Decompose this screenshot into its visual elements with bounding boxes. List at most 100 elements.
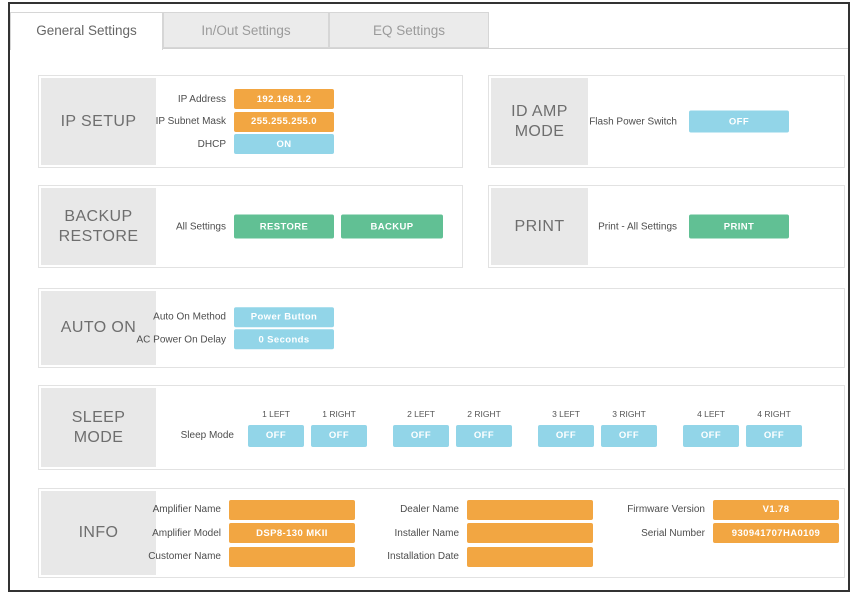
serial-number-field[interactable]: 930941707HA0109 — [713, 523, 839, 543]
channel-3-right-label: 3 RIGHT — [612, 408, 646, 419]
tabbar-divider — [10, 48, 848, 49]
print-all-settings-row: Print - All Settings PRINT — [489, 214, 844, 239]
channel-1-right-label: 1 RIGHT — [322, 408, 356, 419]
ip-subnet-mask-label: IP Subnet Mask — [155, 116, 226, 127]
print-section: PRINT Print - All Settings PRINT — [488, 185, 845, 268]
ip-subnet-mask-row: IP Subnet Mask 255.255.255.0 — [39, 111, 462, 132]
sleep-channel-2-right: 2 RIGHT OFF — [456, 409, 512, 447]
channel-4-right-label: 4 RIGHT — [757, 408, 791, 419]
sleep-pair-1: 1 LEFT OFF 1 RIGHT OFF — [248, 409, 367, 447]
flash-power-switch-toggle[interactable]: OFF — [689, 110, 789, 133]
channel-4-left-label: 4 LEFT — [697, 408, 725, 419]
sleep-mode-label: Sleep Mode — [180, 429, 234, 441]
auto-on-method-select[interactable]: Power Button — [234, 306, 334, 327]
amplifier-name-label: Amplifier Name — [152, 504, 221, 515]
id-amp-mode-fields: Flash Power Switch OFF — [489, 108, 844, 135]
installation-date-field[interactable] — [467, 546, 593, 567]
sleep-channel-3-right: 3 RIGHT OFF — [601, 409, 657, 447]
sleep-pair-4: 4 LEFT OFF 4 RIGHT OFF — [683, 409, 802, 447]
ac-power-on-delay-row: AC Power On Delay 0 Seconds — [39, 329, 844, 350]
channel-2-left-toggle[interactable]: OFF — [393, 424, 449, 447]
installer-name-label: Installer Name — [394, 527, 459, 539]
channel-2-right-toggle[interactable]: OFF — [456, 424, 512, 447]
id-amp-mode-title: ID AMP MODE — [491, 78, 588, 165]
ip-address-label: IP Address — [177, 93, 226, 105]
sleep-mode-grid: Sleep Mode 1 LEFT OFF 1 RIGHT OFF 2 LEFT… — [39, 409, 802, 447]
ip-address-field[interactable]: 192.168.1.2 — [234, 89, 334, 109]
backup-restore-title: BACKUP RESTORE — [41, 188, 156, 265]
tab-bar: General Settings In/Out Settings EQ Sett… — [10, 12, 848, 50]
channel-2-right-label: 2 RIGHT — [467, 408, 501, 419]
ip-subnet-mask-field[interactable]: 255.255.255.0 — [234, 111, 334, 132]
all-settings-row: All Settings RESTORE BACKUP — [39, 214, 462, 239]
installation-date-label: Installation Date — [387, 551, 459, 562]
installer-name-field[interactable] — [467, 523, 593, 543]
ip-setup-title: IP SETUP — [41, 78, 156, 165]
customer-name-field[interactable] — [229, 546, 355, 567]
channel-3-left-toggle[interactable]: OFF — [538, 424, 594, 447]
dhcp-row: DHCP ON — [39, 134, 462, 154]
amplifier-model-field[interactable]: DSP8-130 MKII — [229, 523, 355, 543]
info-title: INFO — [41, 491, 156, 575]
info-line-3: Customer Name Installation Date — [39, 546, 844, 567]
firmware-version-field[interactable]: V1.78 — [713, 499, 839, 520]
print-all-settings-label: Print - All Settings — [598, 221, 677, 232]
tab-general-settings[interactable]: General Settings — [10, 12, 163, 50]
ip-setup-fields: IP Address 192.168.1.2 IP Subnet Mask 25… — [39, 87, 462, 157]
serial-number-label: Serial Number — [641, 527, 705, 539]
info-fields: Amplifier Name Dealer Name Firmware Vers… — [39, 496, 844, 570]
flash-power-switch-row: Flash Power Switch OFF — [489, 110, 844, 133]
auto-on-section: AUTO ON Auto On Method Power Button AC P… — [38, 288, 845, 368]
firmware-version-label: Firmware Version — [627, 504, 705, 515]
sleep-mode-title: SLEEP MODE — [41, 388, 156, 467]
sleep-channel-1-right: 1 RIGHT OFF — [311, 409, 367, 447]
sleep-channel-1-left: 1 LEFT OFF — [248, 409, 304, 447]
print-fields: Print - All Settings PRINT — [489, 212, 844, 241]
channel-3-left-label: 3 LEFT — [552, 408, 580, 419]
sleep-mode-section: SLEEP MODE Sleep Mode 1 LEFT OFF 1 RIGHT… — [38, 385, 845, 470]
customer-name-label: Customer Name — [148, 551, 221, 562]
backup-button[interactable]: BACKUP — [341, 214, 443, 239]
channel-2-left-label: 2 LEFT — [407, 408, 435, 419]
channel-1-right-toggle[interactable]: OFF — [311, 424, 367, 447]
dealer-name-field[interactable] — [467, 499, 593, 520]
restore-button[interactable]: RESTORE — [234, 214, 334, 239]
info-line-1: Amplifier Name Dealer Name Firmware Vers… — [39, 499, 844, 520]
channel-1-left-toggle[interactable]: OFF — [248, 424, 304, 447]
sleep-channel-3-left: 3 LEFT OFF — [538, 409, 594, 447]
ac-power-on-delay-label: AC Power On Delay — [136, 333, 226, 345]
channel-4-left-toggle[interactable]: OFF — [683, 424, 739, 447]
dealer-name-label: Dealer Name — [400, 504, 459, 515]
auto-on-method-label: Auto On Method — [153, 311, 226, 323]
sleep-pair-2: 2 LEFT OFF 2 RIGHT OFF — [393, 409, 512, 447]
settings-window: General Settings In/Out Settings EQ Sett… — [8, 2, 850, 592]
channel-4-right-toggle[interactable]: OFF — [746, 424, 802, 447]
id-amp-mode-section: ID AMP MODE Flash Power Switch OFF — [488, 75, 845, 168]
all-settings-label: All Settings — [175, 221, 226, 232]
auto-on-fields: Auto On Method Power Button AC Power On … — [39, 304, 844, 352]
backup-restore-fields: All Settings RESTORE BACKUP — [39, 212, 462, 241]
ip-setup-section: IP SETUP IP Address 192.168.1.2 IP Subne… — [38, 75, 463, 168]
auto-on-method-row: Auto On Method Power Button — [39, 306, 844, 327]
info-line-2: Amplifier Model DSP8-130 MKII Installer … — [39, 523, 844, 543]
backup-restore-section: BACKUP RESTORE All Settings RESTORE BACK… — [38, 185, 463, 268]
channel-3-right-toggle[interactable]: OFF — [601, 424, 657, 447]
auto-on-title: AUTO ON — [41, 291, 156, 365]
sleep-pair-3: 3 LEFT OFF 3 RIGHT OFF — [538, 409, 657, 447]
amplifier-model-label: Amplifier Model — [152, 527, 221, 539]
sleep-channel-4-left: 4 LEFT OFF — [683, 409, 739, 447]
amplifier-name-field[interactable] — [229, 499, 355, 520]
sleep-channel-4-right: 4 RIGHT OFF — [746, 409, 802, 447]
flash-power-switch-label: Flash Power Switch — [589, 116, 677, 127]
ac-power-on-delay-select[interactable]: 0 Seconds — [234, 329, 334, 350]
dhcp-toggle[interactable]: ON — [234, 134, 334, 154]
ip-address-row: IP Address 192.168.1.2 — [39, 89, 462, 109]
sleep-channel-2-left: 2 LEFT OFF — [393, 409, 449, 447]
print-button[interactable]: PRINT — [689, 214, 789, 239]
print-title: PRINT — [491, 188, 588, 265]
tab-eq-settings[interactable]: EQ Settings — [329, 12, 489, 48]
channel-1-left-label: 1 LEFT — [262, 408, 290, 419]
dhcp-label: DHCP — [197, 138, 226, 150]
info-section: INFO Amplifier Name Dealer Name Firmware… — [38, 488, 845, 578]
tab-inout-settings[interactable]: In/Out Settings — [163, 12, 329, 48]
